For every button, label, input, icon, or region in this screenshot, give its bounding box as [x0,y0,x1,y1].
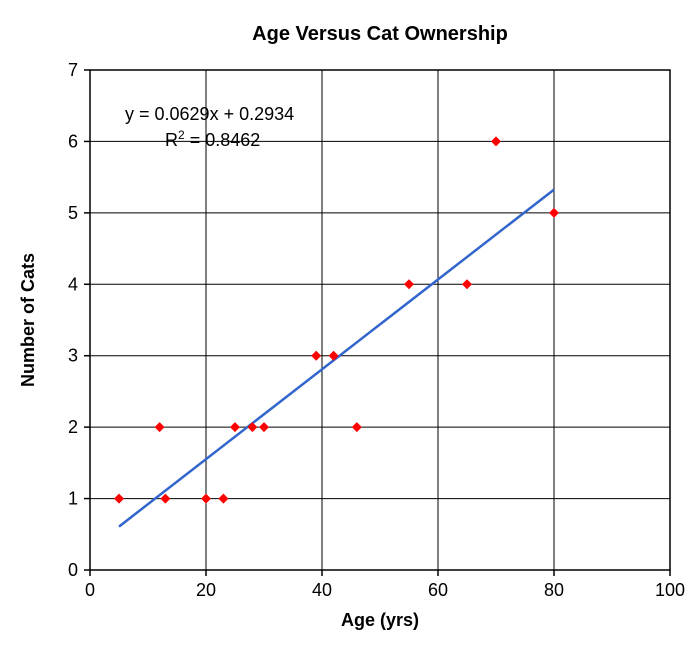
x-axis-label: Age (yrs) [341,610,419,630]
x-tick-label: 40 [312,580,332,600]
y-tick-label: 0 [68,560,78,580]
x-tick-label: 20 [196,580,216,600]
x-tick-label: 0 [85,580,95,600]
y-tick-label: 3 [68,346,78,366]
x-tick-label: 100 [655,580,685,600]
scatter-chart: Age Versus Cat Ownership 0 20 40 60 80 100 0 1 2 3… [0,0,700,656]
y-tick-label: 7 [68,60,78,80]
y-tick-label: 1 [68,489,78,509]
chart-container: Age Versus Cat Ownership 0 20 40 60 80 100 0 1 2 3… [0,0,700,656]
y-axis-label: Number of Cats [18,253,38,387]
chart-title: Age Versus Cat Ownership [252,23,508,45]
x-tick-label: 80 [544,580,564,600]
y-tick-label: 5 [68,203,78,223]
chart-bg [0,0,700,656]
y-tick-label: 6 [68,131,78,151]
equation-line: y = 0.0629x + 0.2934 [125,104,294,124]
x-tick-label: 60 [428,580,448,600]
y-tick-label: 4 [68,274,78,294]
y-tick-label: 2 [68,417,78,437]
